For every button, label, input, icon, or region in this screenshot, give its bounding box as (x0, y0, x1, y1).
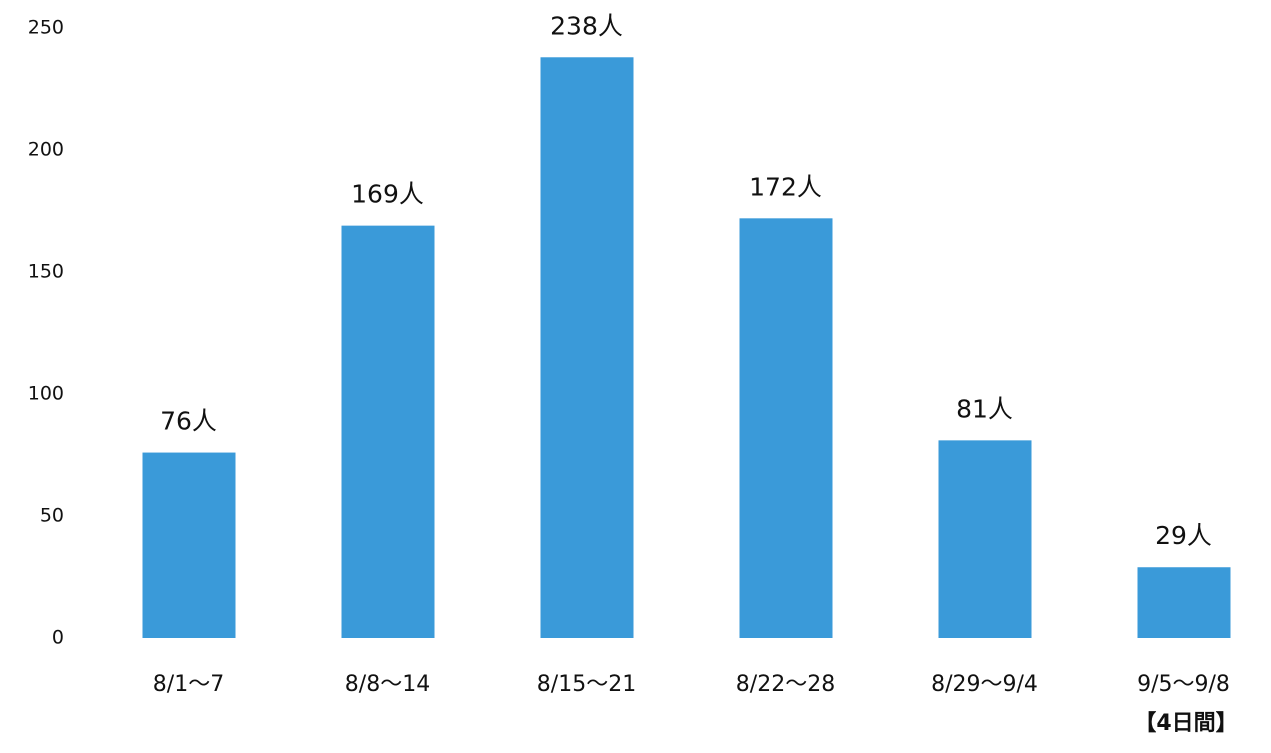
value-label: 172人 (749, 172, 822, 201)
y-tick-label: 0 (52, 627, 64, 649)
x-tick-label: 8/29～9/4 (931, 672, 1038, 697)
bar (1137, 567, 1231, 638)
y-tick-label: 150 (28, 261, 64, 283)
x-tick-label: 9/5～9/8 (1137, 672, 1230, 697)
bar (540, 57, 634, 638)
x-tick-label: 8/15～21 (537, 672, 636, 697)
value-label: 238人 (550, 11, 623, 40)
y-tick-label: 250 (28, 17, 64, 39)
bar (142, 452, 236, 638)
bar (341, 225, 435, 638)
x-tick-label: 8/22～28 (736, 672, 835, 697)
y-tick-label: 100 (28, 383, 64, 405)
y-tick-label: 50 (40, 505, 64, 527)
x-tick-label: 8/1～7 (153, 672, 224, 697)
bar (739, 218, 833, 638)
value-label: 76人 (160, 407, 217, 436)
x-tick-label: 8/8～14 (345, 672, 430, 697)
value-label: 169人 (351, 180, 424, 209)
category-note: 【4日間】 (1134, 711, 1237, 736)
value-label: 81人 (956, 394, 1013, 423)
bar (938, 440, 1032, 638)
y-tick-label: 200 (28, 139, 64, 161)
value-label: 29人 (1155, 521, 1212, 550)
